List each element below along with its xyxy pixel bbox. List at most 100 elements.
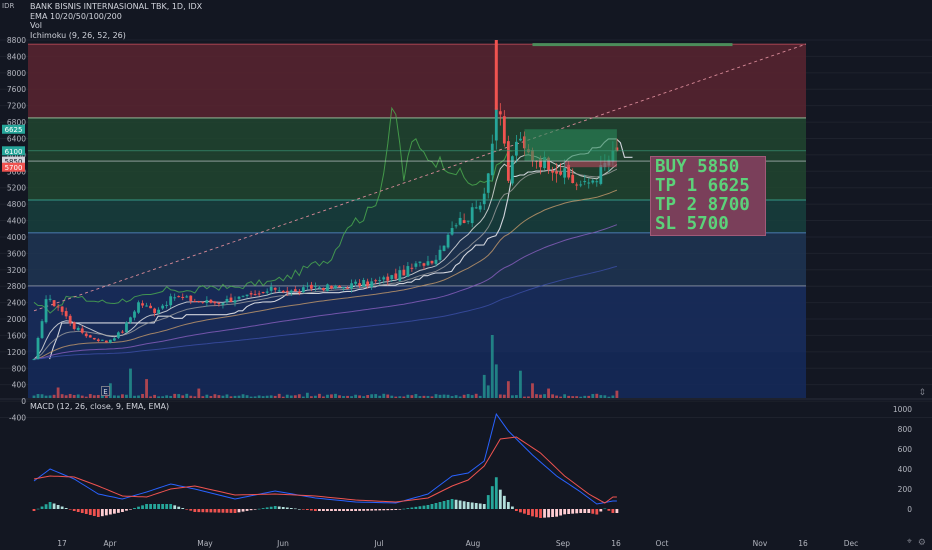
macd-histogram-bar (205, 509, 209, 513)
volume-bar (531, 383, 534, 398)
macd-histogram-bar (261, 508, 265, 509)
price-tag (2, 156, 25, 166)
macd-scale-icon[interactable]: ⌖ (906, 537, 912, 547)
volume-bar (40, 394, 44, 398)
macd-histogram-bar (265, 507, 269, 509)
candle-body (80, 328, 84, 333)
candle-body (125, 322, 128, 333)
volume-bar (36, 394, 40, 398)
candle-body (474, 207, 478, 209)
ema-legend[interactable]: EMA 10/20/50/100/200 (30, 11, 122, 21)
candle-body (430, 260, 434, 264)
volume-bar (161, 396, 165, 398)
macd-histogram-bar (543, 509, 546, 518)
volume-bar (466, 394, 470, 398)
macd-histogram-bar (426, 505, 430, 509)
macd-histogram-bar (181, 508, 185, 509)
macd-histogram-bar (225, 509, 229, 513)
volume-bar (579, 396, 583, 398)
time-tick-label: 16 (798, 539, 808, 548)
macd-histogram-bar (289, 508, 293, 509)
macd-histogram-bar (611, 509, 615, 513)
candle-body (370, 281, 374, 287)
volume-bar (567, 395, 571, 398)
symbol-title[interactable]: BANK BISNIS INTERNASIONAL TBK, 1D, IDX (30, 2, 203, 11)
macd-histogram-bar (277, 506, 281, 509)
volume-bar (398, 396, 402, 398)
candle-body (575, 184, 579, 186)
candle-body (189, 295, 193, 302)
candle-body (366, 281, 370, 286)
ichimoku-legend[interactable]: Ichimoku (9, 26, 52, 26) (30, 30, 126, 40)
macd-histogram-bar (301, 509, 305, 510)
settings-gear-icon[interactable]: ⚙ (917, 538, 926, 548)
volume-bar (410, 395, 414, 398)
candle-body (394, 273, 398, 279)
volume-bar (318, 393, 321, 398)
volume-bar (173, 393, 177, 398)
price-tick-label: 7200 (7, 102, 26, 111)
macd-histogram-bar (494, 477, 498, 509)
macd-histogram-bar (603, 508, 607, 510)
volume-bar (539, 394, 542, 398)
ema-50-line (33, 189, 618, 360)
candle-body (201, 301, 205, 303)
candle-body (486, 173, 490, 193)
volume-bar (309, 396, 313, 398)
candle-body (161, 305, 165, 309)
macd-histogram-bar (515, 509, 518, 511)
volume-bar (599, 395, 603, 398)
candle-body (44, 299, 48, 323)
candle-body (32, 359, 36, 361)
candle-body (173, 297, 177, 299)
scale-mode-icon[interactable]: ⇕ (918, 388, 926, 398)
candle-body (145, 305, 148, 307)
volume-bar (249, 396, 253, 398)
candle-body (273, 287, 277, 290)
trade-plan-box[interactable]: BUY 5850 TP 1 6625 TP 2 8700 SL 5700 (650, 156, 766, 236)
macd-histogram-bar (241, 509, 245, 512)
candle-body (60, 306, 64, 312)
volume-bar (104, 394, 108, 398)
candle-body (241, 295, 245, 297)
macd-histogram-bar (68, 509, 72, 510)
macd-histogram-bar (442, 501, 446, 509)
candle-body (567, 164, 571, 178)
macd-histogram-bar (161, 504, 165, 509)
volume-bar (587, 395, 591, 398)
volume-bar (237, 395, 241, 398)
candle-body (76, 327, 80, 330)
macd-histogram-bar (490, 486, 494, 509)
macd-histogram-bar (92, 509, 96, 516)
macd-histogram-bar (60, 506, 64, 509)
candle-body (72, 322, 76, 329)
macd-histogram-bar (309, 509, 313, 511)
candle-body (68, 315, 72, 324)
candle-body (450, 228, 454, 235)
vol-legend[interactable]: Vol (30, 21, 42, 30)
price-tick-label: 5600 (7, 167, 26, 176)
candle-body (253, 294, 257, 296)
macd-legend[interactable]: MACD (12, 26, close, 9, EMA, EMA) (30, 402, 169, 412)
macd-histogram-bar (535, 509, 538, 518)
volume-bar (121, 394, 124, 398)
macd-histogram-bar (133, 508, 136, 509)
volume-badge[interactable]: E (101, 386, 110, 396)
macd-histogram-bar (249, 509, 253, 511)
price-tag (2, 162, 25, 172)
volume-bar (551, 394, 554, 398)
price-tick-label: 800 (12, 364, 27, 373)
macd-histogram-bar (450, 499, 454, 509)
macd-histogram-bar (374, 509, 378, 511)
macd-histogram-bar (44, 504, 48, 509)
macd-histogram-bar (141, 505, 144, 509)
candle-body (137, 302, 140, 313)
candle-body (245, 294, 249, 297)
price-tick-label: 4800 (7, 200, 26, 209)
macd-histogram-bar (237, 509, 241, 513)
macd-histogram-bar (579, 509, 583, 513)
candle-body (482, 193, 486, 205)
price-tag (2, 146, 25, 156)
ema-10-line (33, 154, 618, 360)
